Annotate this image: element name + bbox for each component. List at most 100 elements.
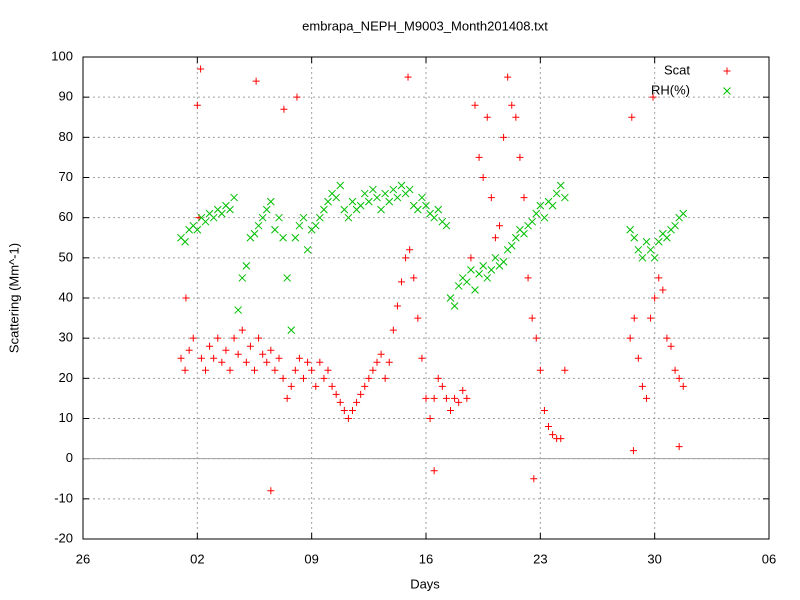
- point: [280, 105, 288, 113]
- x-tick-label: 16: [419, 551, 433, 566]
- point: [344, 213, 353, 222]
- point: [663, 334, 671, 342]
- point: [251, 366, 258, 374]
- point: [177, 354, 185, 362]
- point: [332, 390, 340, 398]
- point: [422, 394, 430, 402]
- point: [210, 354, 218, 362]
- point: [561, 366, 569, 374]
- legend-marker: [723, 87, 731, 95]
- point: [373, 358, 381, 366]
- point: [430, 394, 438, 402]
- point: [340, 406, 348, 414]
- y-axis-label: Scattering (Mm^-1): [6, 243, 21, 353]
- point: [279, 374, 287, 382]
- point: [254, 221, 263, 230]
- point: [193, 101, 201, 109]
- point: [242, 262, 251, 270]
- point: [300, 374, 307, 382]
- point: [356, 201, 365, 210]
- point: [528, 217, 537, 226]
- point: [479, 262, 488, 270]
- point: [293, 93, 301, 101]
- point: [671, 221, 679, 230]
- point: [549, 431, 557, 439]
- point: [434, 205, 443, 214]
- point: [202, 366, 209, 374]
- point: [181, 366, 189, 374]
- point: [651, 294, 659, 302]
- point: [238, 274, 247, 282]
- point: [663, 233, 671, 242]
- point: [234, 350, 242, 358]
- point: [267, 346, 275, 354]
- point: [181, 237, 189, 246]
- point: [295, 221, 304, 230]
- point: [442, 394, 450, 402]
- point: [463, 394, 471, 402]
- point: [182, 294, 190, 302]
- point: [491, 253, 500, 262]
- y-tick-label: 40: [59, 289, 73, 304]
- point: [455, 398, 463, 406]
- point: [353, 398, 361, 406]
- point: [528, 314, 536, 322]
- point: [434, 374, 442, 382]
- point: [402, 254, 410, 262]
- point: [226, 366, 234, 374]
- point: [328, 382, 336, 390]
- point: [520, 229, 528, 238]
- point: [524, 274, 532, 282]
- point: [275, 213, 283, 222]
- point: [447, 406, 454, 414]
- y-tick-label: 80: [59, 129, 73, 144]
- point: [312, 382, 320, 390]
- point: [483, 274, 492, 282]
- point: [491, 234, 499, 242]
- y-tick-label: 100: [51, 48, 73, 63]
- y-tick-label: 60: [59, 209, 73, 224]
- point: [630, 314, 638, 322]
- point: [675, 374, 683, 382]
- point: [626, 225, 635, 234]
- point: [197, 65, 205, 73]
- point: [259, 350, 267, 358]
- point: [271, 225, 279, 234]
- point: [499, 257, 508, 266]
- point: [377, 205, 385, 214]
- point: [426, 415, 434, 422]
- point: [344, 415, 352, 422]
- point: [634, 245, 643, 254]
- point: [250, 229, 259, 238]
- point: [422, 201, 430, 210]
- point: [189, 334, 197, 342]
- x-tick-label: 02: [190, 551, 204, 566]
- point: [230, 334, 238, 342]
- point: [320, 374, 328, 382]
- point: [557, 435, 565, 443]
- point: [385, 358, 393, 366]
- chart-title: embrapa_NEPH_M9003_Month201408.txt: [302, 18, 548, 33]
- point: [430, 213, 439, 222]
- point: [389, 326, 397, 334]
- point: [373, 193, 381, 202]
- point: [252, 77, 260, 85]
- point: [201, 217, 210, 226]
- point: [475, 270, 483, 278]
- y-tick-label: 30: [59, 330, 73, 345]
- point: [218, 358, 226, 366]
- x-axis-label: Days: [410, 576, 440, 591]
- point: [404, 73, 412, 81]
- point: [283, 394, 291, 402]
- y-tick-label: 0: [66, 450, 73, 465]
- x-tick-label: 09: [304, 551, 318, 566]
- point: [508, 101, 516, 109]
- point: [283, 274, 292, 282]
- point: [389, 185, 398, 194]
- point: [410, 274, 418, 282]
- point: [643, 394, 650, 402]
- y-tick-label: -10: [54, 490, 73, 505]
- x-tick-label: 30: [647, 551, 661, 566]
- point: [413, 205, 422, 214]
